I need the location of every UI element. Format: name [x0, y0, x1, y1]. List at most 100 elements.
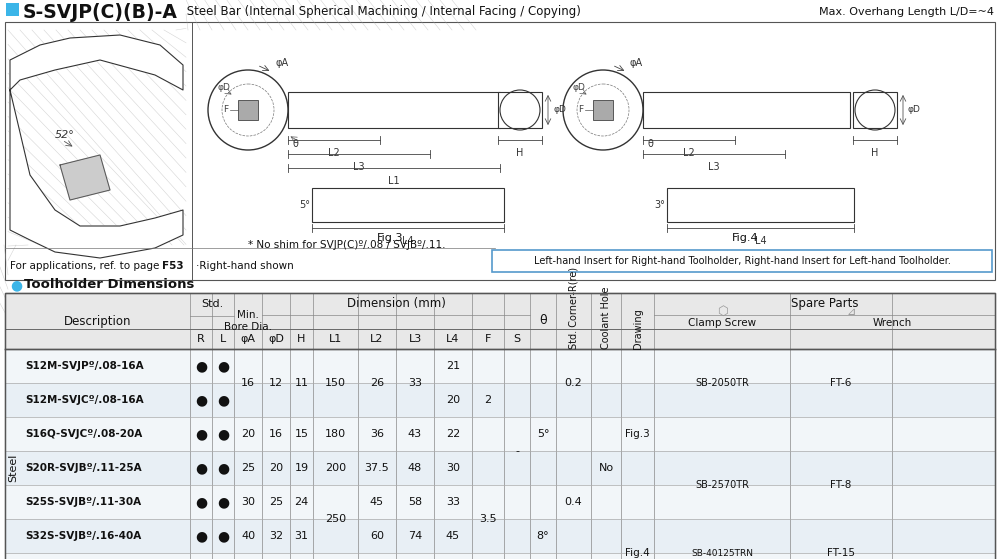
- FancyBboxPatch shape: [6, 485, 994, 519]
- Text: 37.5: 37.5: [365, 463, 389, 473]
- Text: H: H: [297, 334, 306, 344]
- Text: ●: ●: [217, 393, 229, 407]
- Text: ●: ●: [217, 495, 229, 509]
- Text: 19: 19: [294, 463, 309, 473]
- Text: Fig.3: Fig.3: [625, 429, 650, 439]
- Text: 32: 32: [269, 531, 283, 541]
- Text: 40: 40: [241, 531, 255, 541]
- Text: FT-6: FT-6: [830, 378, 852, 388]
- Text: 33: 33: [446, 497, 460, 507]
- FancyBboxPatch shape: [643, 92, 850, 128]
- Text: Std. Corner-R(re): Std. Corner-R(re): [568, 267, 578, 349]
- Text: Spare Parts: Spare Parts: [791, 297, 858, 310]
- FancyBboxPatch shape: [6, 3, 19, 16]
- Text: 60: 60: [370, 531, 384, 541]
- Text: For applications, ref. to page: For applications, ref. to page: [10, 261, 163, 271]
- Text: 25: 25: [269, 497, 283, 507]
- Text: 8°: 8°: [537, 531, 549, 541]
- Text: 22: 22: [446, 429, 460, 439]
- Text: L2: L2: [328, 148, 340, 158]
- Text: ·Right-hand shown: ·Right-hand shown: [196, 261, 294, 271]
- Text: 150: 150: [325, 378, 346, 388]
- Text: ●: ●: [195, 495, 207, 509]
- Text: φD: φD: [218, 83, 230, 92]
- Text: 36: 36: [370, 429, 384, 439]
- FancyBboxPatch shape: [667, 188, 854, 222]
- Text: ●: ●: [217, 461, 229, 475]
- Text: L4: L4: [446, 334, 460, 344]
- Text: Steel Bar (Internal Spherical Machining / Internal Facing / Copying): Steel Bar (Internal Spherical Machining …: [183, 6, 581, 18]
- Text: S32S-SVJBº/.16-40A: S32S-SVJBº/.16-40A: [25, 531, 141, 541]
- Text: Steel: Steel: [8, 454, 18, 482]
- FancyBboxPatch shape: [6, 383, 994, 417]
- FancyBboxPatch shape: [288, 92, 500, 128]
- FancyBboxPatch shape: [5, 293, 995, 349]
- Text: F: F: [485, 334, 491, 344]
- Text: Min.
Bore Dia.: Min. Bore Dia.: [224, 310, 272, 332]
- Text: S-SVJP(C)(B)-A: S-SVJP(C)(B)-A: [23, 2, 178, 21]
- Text: H: H: [516, 148, 524, 158]
- Text: * No shim for SVJP(C)º/.08 / SVJBº/.11.: * No shim for SVJP(C)º/.08 / SVJBº/.11.: [248, 240, 446, 250]
- FancyBboxPatch shape: [492, 250, 992, 272]
- Text: 45: 45: [446, 531, 460, 541]
- Text: SB-2050TR: SB-2050TR: [695, 378, 749, 388]
- Text: S20R-SVJBº/.11-25A: S20R-SVJBº/.11-25A: [25, 463, 142, 473]
- Text: ●: ●: [195, 359, 207, 373]
- Text: S12M-SVJCº/.08-16A: S12M-SVJCº/.08-16A: [25, 395, 144, 405]
- Text: L3: L3: [353, 162, 365, 172]
- Text: φD: φD: [553, 106, 566, 115]
- FancyBboxPatch shape: [498, 92, 542, 128]
- Text: 15: 15: [294, 429, 308, 439]
- Text: 250: 250: [325, 514, 346, 524]
- FancyBboxPatch shape: [312, 188, 504, 222]
- Text: 5°: 5°: [537, 429, 549, 439]
- Text: FT-15: FT-15: [827, 548, 855, 558]
- Text: 20: 20: [446, 395, 460, 405]
- Text: FT-8: FT-8: [830, 480, 852, 490]
- Text: 74: 74: [408, 531, 422, 541]
- Text: Left-hand Insert for Right-hand Toolholder, Right-hand Insert for Left-hand Tool: Left-hand Insert for Right-hand Toolhold…: [534, 256, 950, 266]
- Text: Drawing: Drawing: [633, 308, 642, 349]
- Text: L1: L1: [329, 334, 342, 344]
- Text: 20: 20: [269, 463, 283, 473]
- Text: ●: ●: [195, 529, 207, 543]
- Text: 30: 30: [446, 463, 460, 473]
- Text: ●: ●: [195, 393, 207, 407]
- Polygon shape: [10, 35, 183, 90]
- Text: ⊿: ⊿: [846, 307, 856, 317]
- Text: ●: ●: [195, 461, 207, 475]
- Text: 26: 26: [370, 378, 384, 388]
- Text: 21: 21: [446, 361, 460, 371]
- Text: Dimension (mm): Dimension (mm): [347, 297, 445, 310]
- Text: ⬡: ⬡: [717, 305, 727, 318]
- Text: L4: L4: [402, 236, 414, 246]
- Text: No: No: [598, 463, 614, 473]
- Text: Std.: Std.: [201, 299, 223, 309]
- Text: θ: θ: [647, 139, 653, 149]
- Text: Wrench: Wrench: [873, 318, 912, 328]
- Text: 48: 48: [408, 463, 422, 473]
- Text: 31: 31: [294, 531, 308, 541]
- FancyBboxPatch shape: [5, 293, 995, 559]
- Text: 180: 180: [325, 429, 346, 439]
- Text: φD: φD: [908, 106, 921, 115]
- Text: Fig.4: Fig.4: [625, 548, 650, 558]
- Polygon shape: [10, 90, 183, 258]
- Bar: [8, 30, 186, 245]
- Text: 0.2: 0.2: [565, 378, 582, 388]
- Text: R: R: [197, 334, 205, 344]
- Text: φA: φA: [275, 58, 288, 68]
- FancyBboxPatch shape: [6, 519, 994, 553]
- Text: Clamp Screw: Clamp Screw: [688, 318, 756, 328]
- Text: SB-2570TR: SB-2570TR: [695, 480, 749, 490]
- Text: 16: 16: [269, 429, 283, 439]
- Text: L3: L3: [408, 334, 422, 344]
- Text: ●: ●: [217, 427, 229, 441]
- Text: ●: ●: [217, 359, 229, 373]
- Text: H: H: [871, 148, 879, 158]
- Text: SB-40125TRN: SB-40125TRN: [691, 548, 753, 557]
- Text: 2: 2: [484, 395, 492, 405]
- Text: L4: L4: [755, 236, 766, 246]
- Text: 20: 20: [241, 429, 255, 439]
- Text: 58: 58: [408, 497, 422, 507]
